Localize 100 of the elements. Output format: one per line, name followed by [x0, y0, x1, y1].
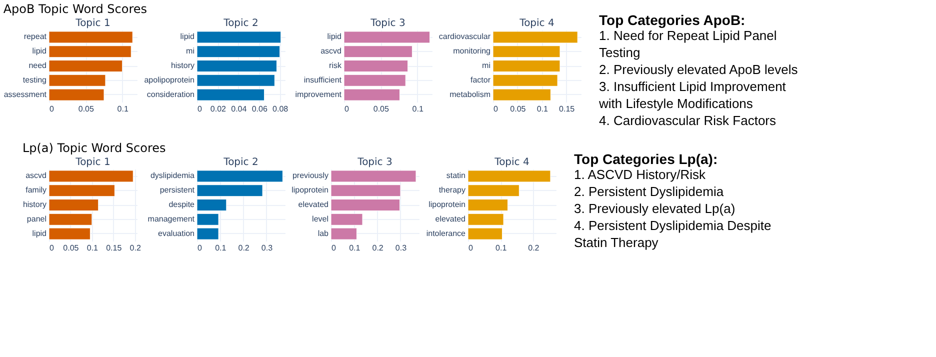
bar	[468, 184, 520, 197]
x-tick-label: 0	[198, 104, 202, 114]
y-tick-label: need	[28, 61, 46, 70]
text: 4. Cardiovascular Risk Factors	[599, 113, 776, 128]
y-tick-label: previously	[292, 171, 328, 180]
bar	[196, 60, 277, 72]
x-tick-label: 0.06	[252, 104, 268, 114]
x-tick-label: 0.15	[559, 104, 576, 114]
x-tick-label: 0.3	[261, 244, 274, 252]
bar	[48, 213, 92, 226]
text: 4. Persistent Dyslipidemia Despite Statin Therapy	[574, 218, 772, 250]
y-tick-label: ascvd	[26, 171, 46, 180]
y-tick-label: insufficient	[304, 75, 342, 84]
x-tick-label: 0.2	[130, 244, 142, 252]
bar	[344, 46, 412, 58]
x-tick-label: 0.2	[528, 244, 540, 252]
bar	[48, 60, 123, 72]
bar	[196, 213, 219, 226]
x-tick-label: 0.1	[86, 244, 99, 252]
bar	[492, 31, 578, 44]
y-tick-label: consideration	[146, 90, 194, 99]
chart-title: Topic 3	[370, 18, 406, 29]
bar	[196, 170, 283, 182]
bar	[196, 31, 282, 44]
bar	[196, 184, 263, 197]
chart-title: Topic 2	[222, 157, 258, 168]
chart-title: Topic 1	[74, 157, 110, 168]
text: Lp(a) Topic Word Scores	[22, 141, 166, 155]
bar	[48, 228, 90, 240]
y-tick-label: mi	[482, 61, 491, 70]
y-tick-label: lipid	[180, 32, 194, 42]
bar	[468, 198, 508, 212]
x-tick-label: 0	[332, 244, 336, 252]
x-tick-label: 0.1	[215, 244, 227, 252]
y-tick-label: level	[312, 214, 329, 224]
bar	[330, 170, 416, 182]
y-tick-label: repeat	[24, 32, 48, 42]
y-tick-label: risk	[329, 61, 342, 70]
bar	[48, 198, 99, 212]
y-tick-label: persistent	[160, 186, 196, 195]
x-tick-label: 0.05	[63, 244, 80, 252]
x-tick-label: 0	[494, 104, 498, 114]
x-tick-label: 0.2	[372, 244, 384, 252]
chart-title: Topic 2	[222, 18, 258, 29]
chart-title: Topic 4	[518, 18, 554, 29]
x-tick-label: 0	[50, 244, 54, 252]
y-tick-label: history	[170, 61, 194, 70]
y-tick-label: therapy	[438, 186, 466, 195]
text: ApoB Topic Word Scores	[3, 2, 148, 16]
y-tick-label: elevated	[435, 214, 466, 224]
y-tick-label: panel	[26, 214, 47, 224]
y-tick-label: lab	[318, 228, 330, 238]
y-tick-label: factor	[470, 75, 491, 84]
y-tick-label: despite	[168, 200, 196, 209]
x-tick-label: 0.05	[78, 104, 94, 114]
x-tick-label: 0	[468, 244, 474, 252]
bar	[48, 31, 133, 44]
y-tick-label: lipoprotein	[428, 200, 466, 209]
chart-title: Topic 3	[356, 157, 392, 168]
y-tick-label: lipoprotein	[292, 186, 328, 195]
bar	[48, 88, 104, 101]
y-tick-label: assessment	[4, 90, 48, 99]
bar	[196, 228, 219, 240]
bar	[468, 170, 551, 182]
text: Top Categories Lp(a):	[574, 151, 718, 167]
text: 1. ASCVD History/Risk	[574, 167, 706, 182]
y-tick-label: lipid	[32, 228, 46, 238]
y-tick-label: ascvd	[320, 46, 342, 56]
x-tick-label: 0.05	[510, 104, 526, 114]
bar	[196, 74, 275, 86]
bar	[48, 46, 132, 58]
bar	[48, 184, 115, 197]
bar	[492, 60, 560, 72]
text: 3. Insufficient Lipid Improvement with Lifestyle Modifications	[598, 79, 786, 111]
y-tick-label: apolipoprotein	[144, 75, 194, 84]
y-tick-label: family	[26, 186, 46, 195]
x-tick-label: 0.2	[238, 244, 250, 252]
x-tick-label: 0.04	[231, 104, 248, 114]
x-tick-label: 0.1	[349, 244, 361, 252]
bar	[196, 46, 280, 58]
x-tick-label: 0	[50, 104, 54, 114]
y-tick-label: testing	[22, 75, 46, 84]
text: 2. Persistent Dyslipidemia	[574, 184, 724, 199]
x-tick-label: 0	[344, 104, 350, 114]
y-tick-label: improvement	[295, 90, 342, 99]
bar	[344, 31, 430, 44]
y-tick-label: cardiovascular	[438, 32, 491, 42]
bar	[330, 213, 363, 226]
y-tick-label: lipid	[32, 46, 46, 56]
bar	[344, 74, 406, 86]
x-tick-label: 0.15	[106, 244, 122, 252]
y-tick-label: management	[148, 214, 196, 224]
bar	[468, 213, 504, 226]
bar	[344, 60, 408, 72]
x-tick-label: 0	[198, 244, 202, 252]
y-tick-label: elevated	[298, 200, 328, 209]
x-tick-label: 0.1	[117, 104, 129, 114]
bar	[330, 198, 400, 212]
bar	[196, 198, 227, 212]
bar	[344, 88, 400, 101]
